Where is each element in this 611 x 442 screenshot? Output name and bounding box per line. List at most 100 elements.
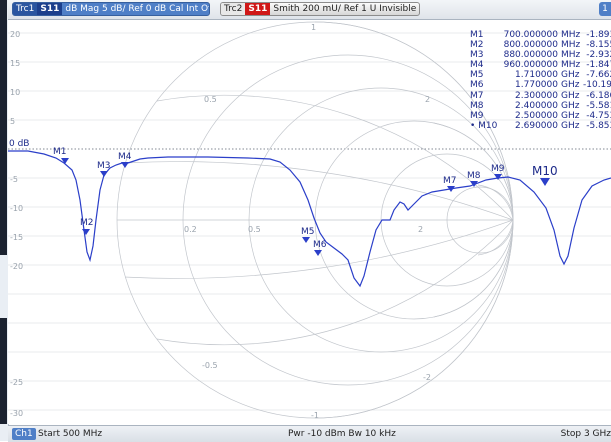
- marker-triangle[interactable]: [447, 186, 455, 192]
- channel-label[interactable]: Ch1: [12, 428, 36, 440]
- marker-triangle[interactable]: [82, 229, 90, 235]
- marker-value: -10.1968: [583, 80, 611, 91]
- marker-unit: GHz: [561, 120, 580, 131]
- marker-unit: GHz: [561, 100, 580, 111]
- y-tick-label: 10: [10, 88, 20, 97]
- plot-area[interactable]: 0.5 2 0.2 0.5 2 -0.5 -2 -1 1 20 15 10 5 …: [8, 20, 611, 424]
- plot-svg: 0.5 2 0.2 0.5 2 -0.5 -2 -1 1 20 15 10 5 …: [8, 21, 611, 420]
- smith-label: 0.2: [184, 225, 197, 234]
- y-tick-label: -10: [10, 204, 23, 213]
- smith-x-arc-minus2: [433, 219, 514, 318]
- trace2-label[interactable]: Trc2 S11 Smith 200 mU/ Ref 1 U Invisible: [220, 2, 420, 16]
- smith-label: 0.5: [204, 95, 217, 104]
- plot-marker-label: M1: [53, 147, 67, 157]
- smith-x-arc-plus2: [433, 122, 514, 221]
- marker-freq: 1.710000: [515, 70, 558, 81]
- marker-value: -5.8537: [586, 120, 611, 131]
- marker-value: -4.7532: [586, 110, 611, 121]
- channel-tab-button[interactable]: 1: [599, 2, 611, 16]
- marker-row-active[interactable]: • M10 2.690000 GHz -5.8537 d: [470, 121, 611, 131]
- stop-frequency[interactable]: Stop 3 GHz: [560, 429, 611, 439]
- marker-unit: GHz: [561, 80, 580, 91]
- marker-unit: GHz: [561, 90, 580, 101]
- marker-unit: MHz: [561, 40, 581, 51]
- marker-freq: 2.500000: [515, 110, 558, 121]
- marker-readout-table: M1 700.000000 MHz -1.8935 d M2 800.00000…: [470, 30, 611, 131]
- smith-x-arc-plus0.2: [124, 161, 514, 221]
- marker-value: -8.1550: [586, 40, 611, 51]
- marker-row[interactable]: M8 2.400000 GHz -5.5815 d: [470, 101, 611, 111]
- marker-row[interactable]: M2 800.000000 MHz -8.1550 d: [470, 40, 611, 50]
- marker-row[interactable]: M9 2.500000 GHz -4.7532 d: [470, 111, 611, 121]
- marker-freq: 700.000000: [503, 30, 558, 40]
- marker-triangle-active[interactable]: [540, 178, 550, 186]
- marker-name: M3: [470, 50, 484, 61]
- smith-label: 2: [418, 225, 423, 234]
- y-tick-label: 20: [10, 30, 20, 39]
- y-tick-label: -20: [10, 262, 23, 271]
- ref-level-label: 0 dB: [9, 139, 29, 149]
- marker-name: M2: [470, 40, 484, 51]
- smith-label: -2: [423, 373, 431, 382]
- marker-name: • M10: [470, 120, 498, 131]
- marker-name: M4: [470, 60, 484, 71]
- smith-label: 1: [311, 23, 316, 32]
- marker-freq: 2.300000: [515, 90, 558, 101]
- marker-name: M7: [470, 90, 484, 101]
- marker-freq: 1.770000: [515, 80, 558, 91]
- marker-row[interactable]: M4 960.000000 MHz -1.8476 d: [470, 60, 611, 70]
- trace1-name: Trc1: [13, 3, 38, 15]
- plot-marker-label: M7: [443, 176, 457, 186]
- marker-unit: MHz: [561, 30, 581, 40]
- marker-triangle[interactable]: [494, 174, 502, 180]
- marker-row[interactable]: M5 1.710000 GHz -7.6626 d: [470, 70, 611, 80]
- smith-label: -1: [311, 411, 319, 420]
- trace1-label[interactable]: Trc1 S11 dB Mag 5 dB/ Ref 0 dB Cal Int O…: [12, 2, 210, 16]
- marker-value: -5.5815: [586, 100, 611, 111]
- marker-value: -6.1868: [586, 90, 611, 101]
- channel-status-bar: Ch1 Start 500 MHz Pwr -10 dBm Bw 10 kHz …: [8, 425, 611, 442]
- y-tick-label: -30: [10, 409, 23, 418]
- marker-triangle[interactable]: [121, 162, 129, 168]
- marker-value: -2.9324: [586, 50, 611, 61]
- smith-x-arc-minus0.2: [124, 219, 514, 279]
- plot-marker-label: M5: [301, 227, 315, 237]
- marker-triangle[interactable]: [314, 250, 322, 256]
- trace2-info: Smith 200 mU/ Ref 1 U Invisible: [273, 4, 417, 14]
- marker-unit: MHz: [561, 60, 581, 71]
- marker-unit: GHz: [561, 70, 580, 81]
- start-frequency[interactable]: Start 500 MHz: [38, 429, 103, 439]
- marker-name: M6: [470, 80, 484, 91]
- trace1-info: dB Mag 5 dB/ Ref 0 dB Cal Int Offs: [65, 4, 210, 14]
- marker-unit: GHz: [561, 110, 580, 121]
- y-tick-label: -15: [10, 233, 23, 242]
- smith-x-arc-minus5: [477, 219, 514, 256]
- marker-triangle[interactable]: [470, 181, 478, 187]
- marker-value: -1.8935: [586, 30, 611, 40]
- smith-x-arc-minus1: [314, 219, 514, 419]
- marker-triangle[interactable]: [61, 158, 69, 164]
- y-tick-label: -5: [10, 175, 18, 184]
- marker-freq: 880.000000: [503, 50, 558, 61]
- smith-x-arc-plus1: [314, 21, 514, 221]
- trace2-name: Trc2: [221, 3, 246, 15]
- marker-row[interactable]: M1 700.000000 MHz -1.8935 d: [470, 30, 611, 40]
- marker-freq: 960.000000: [503, 60, 558, 71]
- marker-row[interactable]: M6 1.770000 GHz -10.1968 d: [470, 80, 611, 90]
- y-tick-label: 15: [10, 59, 20, 68]
- plot-marker-label-active: M10: [532, 164, 558, 178]
- marker-row[interactable]: M3 880.000000 MHz -2.9324 d: [470, 50, 611, 60]
- marker-row[interactable]: M7 2.300000 GHz -6.1868 d: [470, 91, 611, 101]
- smith-label: -0.5: [202, 361, 218, 370]
- plot-marker-label: M9: [491, 164, 505, 174]
- marker-triangle[interactable]: [100, 171, 108, 177]
- marker-name: M9: [470, 110, 484, 121]
- smith-x-arc-plus5: [477, 184, 514, 221]
- trace-header-bar: Trc1 S11 dB Mag 5 dB/ Ref 0 dB Cal Int O…: [8, 0, 611, 20]
- marker-freq: 2.400000: [515, 100, 558, 111]
- power-bandwidth[interactable]: Pwr -10 dBm Bw 10 kHz: [288, 429, 396, 439]
- side-panel-dark-upper: [0, 0, 7, 255]
- y-tick-label: -25: [10, 378, 23, 387]
- marker-triangle[interactable]: [302, 237, 310, 243]
